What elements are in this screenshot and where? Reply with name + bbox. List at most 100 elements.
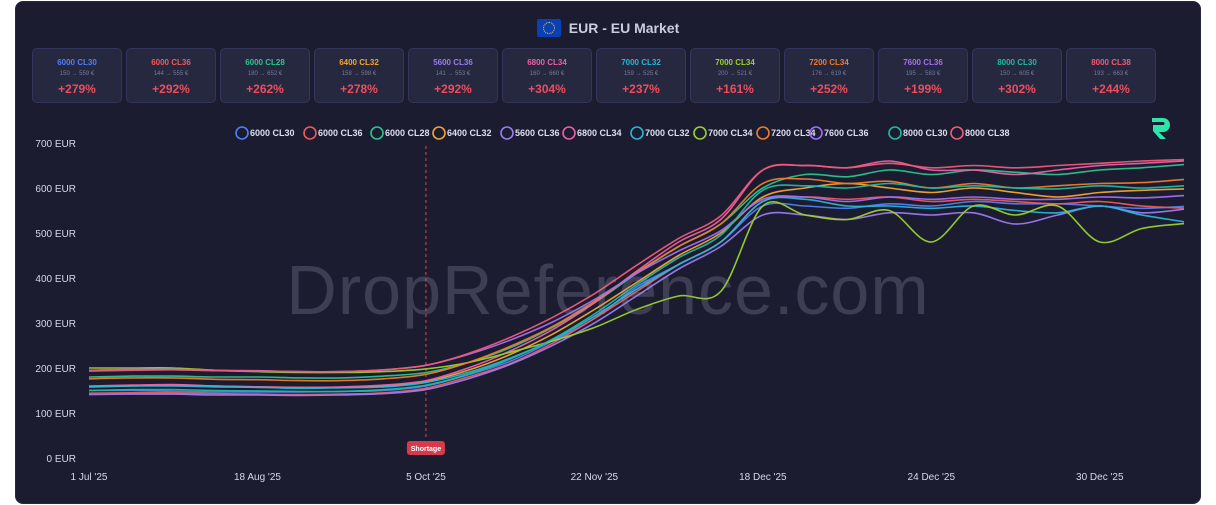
legend-label: 8000 CL38: [965, 128, 1010, 138]
series-line: [88, 182, 1185, 393]
card-range: 158 → 598 €: [341, 71, 377, 77]
card-range: 150 → 605 €: [999, 71, 1035, 77]
card-name: 7600 CL36: [903, 58, 943, 67]
card-percent: +292%: [434, 82, 472, 96]
card-range: 160 → 660 €: [529, 71, 565, 77]
legend-label: 8000 CL30: [903, 128, 948, 138]
legend-marker: [630, 126, 644, 140]
legend-label: 6000 CL30: [250, 128, 295, 138]
card-range: 180 → 652 €: [247, 71, 283, 77]
card-range: 176 → 619 €: [811, 71, 847, 77]
price-card[interactable]: 7600 CL36 195 → 583 € +199%: [878, 48, 968, 103]
price-card[interactable]: 7000 CL34 200 → 521 € +161%: [690, 48, 780, 103]
x-tick-label: 18 Aug '25: [234, 472, 281, 483]
legend-label: 7600 CL36: [824, 128, 869, 138]
legend-label: 7000 CL34: [708, 128, 753, 138]
card-name: 6000 CL28: [245, 58, 285, 67]
card-percent: +304%: [528, 82, 566, 96]
card-range: 150 → 559 €: [59, 71, 95, 77]
y-tick-label: 100 EUR: [35, 409, 76, 420]
card-name: 5600 CL36: [433, 58, 473, 67]
x-tick-label: 1 Jul '25: [71, 472, 108, 483]
price-card[interactable]: 6400 CL32 158 → 598 € +278%: [314, 48, 404, 103]
legend-label: 6000 CL28: [385, 128, 430, 138]
legend-marker: [303, 126, 317, 140]
legend-marker: [756, 126, 770, 140]
series-line: [88, 158, 1185, 373]
market-header: EUR - EU Market: [16, 14, 1200, 42]
card-range: 193 → 663 €: [1093, 71, 1129, 77]
card-name: 6800 CL34: [527, 58, 567, 67]
legend-label: 5600 CL36: [515, 128, 560, 138]
y-tick-label: 500 EUR: [35, 229, 76, 240]
y-tick-label: 600 EUR: [35, 184, 76, 195]
y-tick-label: 300 EUR: [35, 319, 76, 330]
card-range: 144 → 555 €: [153, 71, 189, 77]
legend-label: 6400 CL32: [447, 128, 492, 138]
legend-marker: [432, 126, 446, 140]
card-name: 7000 CL34: [715, 58, 755, 67]
price-card[interactable]: 6000 CL30 150 → 559 € +279%: [32, 48, 122, 103]
x-tick-label: 30 Dec '25: [1076, 472, 1124, 483]
legend-marker: [693, 126, 707, 140]
y-tick-label: 700 EUR: [35, 139, 76, 150]
y-tick-label: 200 EUR: [35, 364, 76, 375]
card-percent: +244%: [1092, 82, 1130, 96]
card-range: 141 → 553 €: [435, 71, 471, 77]
card-percent: +199%: [904, 82, 942, 96]
legend-label: 7000 CL32: [645, 128, 690, 138]
y-tick-label: 400 EUR: [35, 274, 76, 285]
card-name: 6000 CL36: [151, 58, 191, 67]
card-range: 195 → 583 €: [905, 71, 941, 77]
legend-label: 7200 CL34: [771, 128, 816, 138]
legend-marker: [370, 126, 384, 140]
price-card[interactable]: 7200 CL34 176 → 619 € +252%: [784, 48, 874, 103]
legend-marker: [888, 126, 902, 140]
x-tick-label: 22 Nov '25: [571, 472, 619, 483]
price-card[interactable]: 8000 CL30 150 → 605 € +302%: [972, 48, 1062, 103]
card-percent: +237%: [622, 82, 660, 96]
x-tick-label: 18 Dec '25: [739, 472, 787, 483]
card-percent: +302%: [998, 82, 1036, 96]
series-line: [88, 177, 1185, 382]
card-percent: +292%: [152, 82, 190, 96]
page-title: EUR - EU Market: [568, 20, 680, 36]
card-range: 159 → 525 €: [623, 71, 659, 77]
price-card[interactable]: 8000 CL38 193 → 663 € +244%: [1066, 48, 1156, 103]
card-name: 6000 CL30: [57, 58, 97, 67]
x-tick-label: 24 Dec '25: [908, 472, 956, 483]
summary-cards: 6000 CL30 150 → 559 € +279% 6000 CL36 144 → …: [32, 48, 1156, 103]
card-percent: +252%: [810, 82, 848, 96]
series-line: [88, 205, 1185, 397]
series-line: [88, 200, 1185, 393]
card-name: 8000 CL30: [997, 58, 1037, 67]
price-card[interactable]: 6000 CL28 180 → 652 € +262%: [220, 48, 310, 103]
legend-label: 6800 CL34: [577, 128, 622, 138]
price-line-chart: 0 EUR 100 EUR 200 EUR 300 EUR 400 EUR 500 EUR…: [35, 126, 1185, 483]
card-percent: +161%: [716, 82, 754, 96]
legend-marker: [562, 126, 576, 140]
card-percent: +278%: [340, 82, 378, 96]
price-card[interactable]: 6800 CL34 160 → 660 € +304%: [502, 48, 592, 103]
eu-flag-icon: [536, 19, 561, 37]
price-card[interactable]: 6000 CL36 144 → 555 € +292%: [126, 48, 216, 103]
legend-marker: [950, 126, 964, 140]
legend-label: 6000 CL36: [318, 128, 363, 138]
price-card[interactable]: 5600 CL36 141 → 553 € +292%: [408, 48, 498, 103]
card-name: 6400 CL32: [339, 58, 379, 67]
price-card[interactable]: 7000 CL32 159 → 525 € +237%: [596, 48, 686, 103]
market-panel: EUR - EU Market 6000 CL30 150 → 559 € +279…: [15, 1, 1201, 504]
shortage-label: Shortage: [411, 446, 441, 453]
card-name: 8000 CL38: [1091, 58, 1131, 67]
card-percent: +262%: [246, 82, 284, 96]
card-name: 7200 CL34: [809, 58, 849, 67]
series-line: [88, 196, 1185, 390]
card-percent: +279%: [58, 82, 96, 96]
card-name: 7000 CL32: [621, 58, 661, 67]
y-tick-label: 0 EUR: [47, 454, 76, 465]
shortage-badge: [406, 441, 445, 455]
series-line: [88, 194, 1185, 373]
card-range: 200 → 521 €: [717, 71, 753, 77]
legend-marker: [235, 126, 249, 140]
brand-logo-icon: [1152, 118, 1170, 139]
